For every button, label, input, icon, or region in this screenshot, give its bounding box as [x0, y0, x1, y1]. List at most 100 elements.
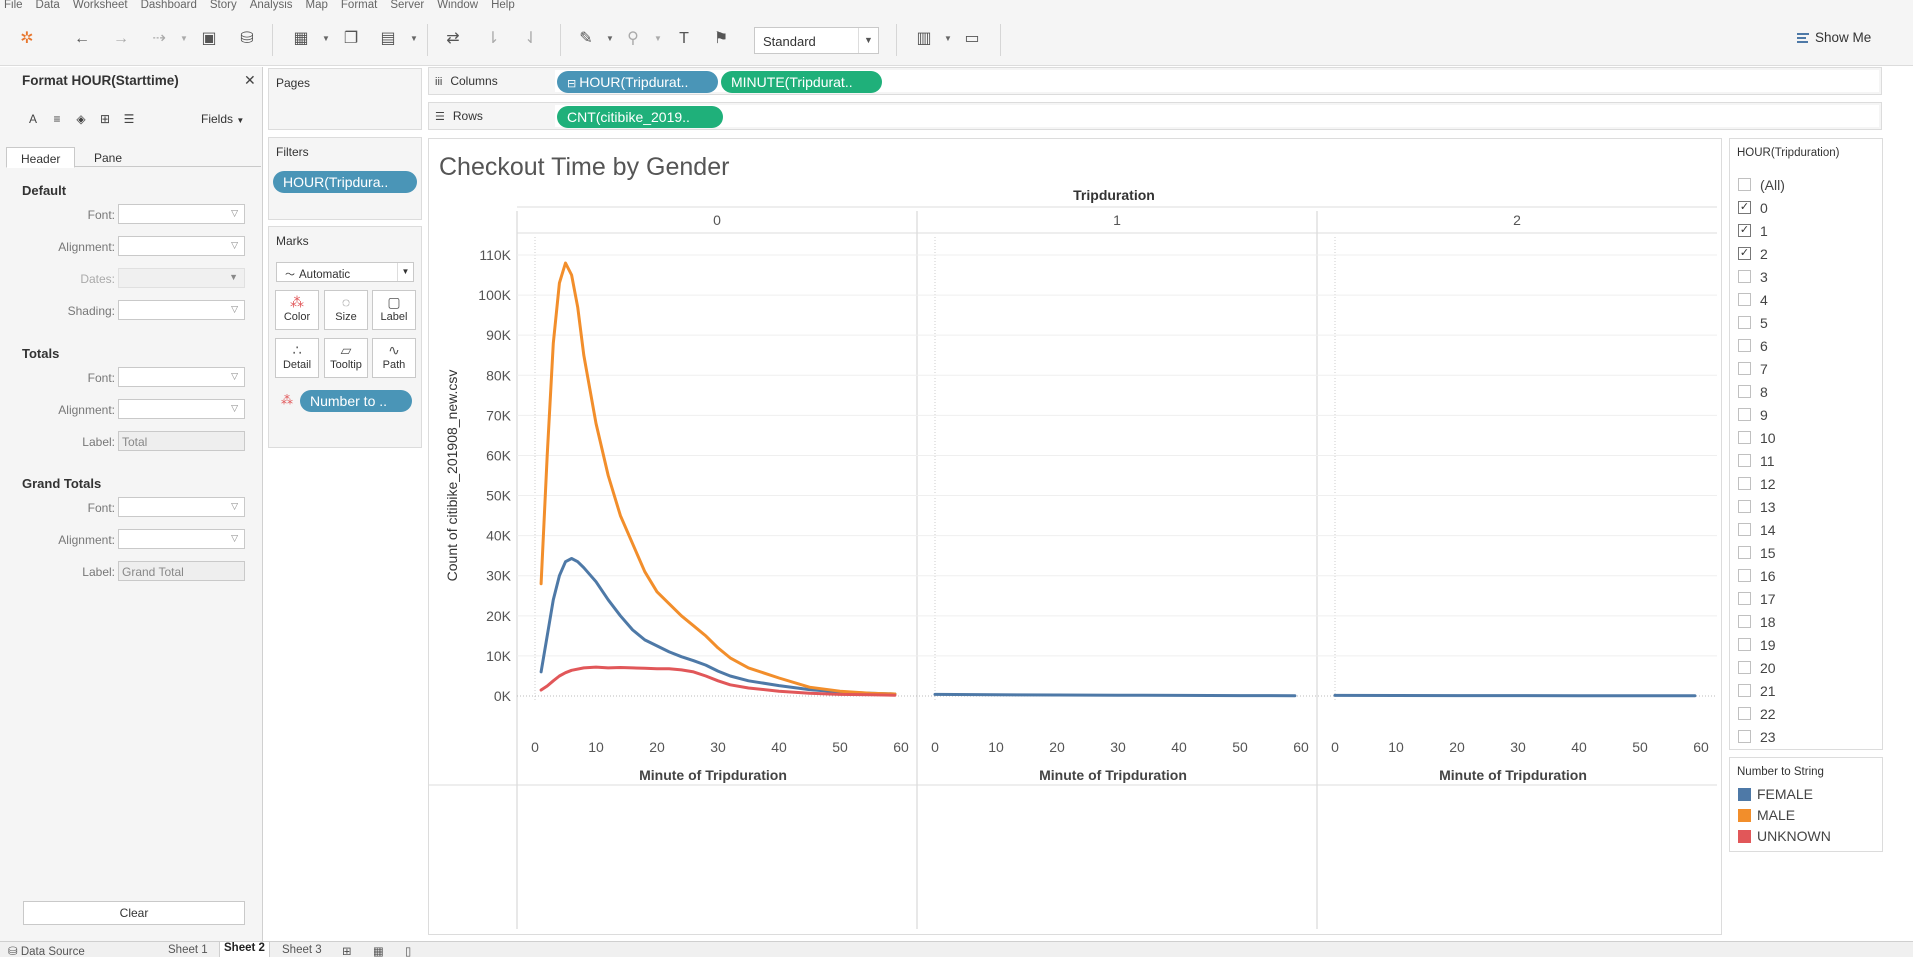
clear-button[interactable]: Clear	[23, 901, 245, 925]
hour-filter-item[interactable]: 18	[1738, 610, 1776, 633]
checkbox-icon[interactable]	[1738, 730, 1751, 743]
hour-filter-item[interactable]: (All)	[1738, 173, 1785, 196]
redo-icon[interactable]: →	[113, 30, 129, 47]
default-font-dropdown[interactable]: ▽	[118, 204, 245, 224]
checkbox-icon[interactable]	[1738, 661, 1751, 674]
alignment-format-icon[interactable]: ≡	[53, 112, 61, 126]
menu-item-help[interactable]: Help	[491, 0, 515, 11]
menu-item-story[interactable]: Story	[209, 0, 237, 11]
highlight-icon[interactable]: ✎	[579, 30, 593, 47]
legend-item[interactable]: MALE	[1738, 805, 1795, 825]
columns-pill-hour[interactable]: ⊟ HOUR(Tripdurat..	[557, 71, 718, 93]
checkbox-icon[interactable]	[1738, 385, 1751, 398]
menu-item-dashboard[interactable]: Dashboard	[140, 0, 197, 11]
legend-item[interactable]: FEMALE	[1738, 784, 1813, 804]
color-pill[interactable]: Number to ..	[300, 390, 412, 412]
checkbox-icon[interactable]	[1738, 293, 1751, 306]
group-members-icon[interactable]: ⚲	[627, 30, 639, 47]
default-shading-dropdown[interactable]: ▽	[118, 300, 245, 320]
hour-filter-item[interactable]: ✓ 2	[1738, 242, 1768, 265]
checkbox-icon[interactable]	[1738, 546, 1751, 559]
checkbox-icon[interactable]	[1738, 178, 1751, 191]
rows-shelf-body[interactable]: CNT(citibike_2019..	[555, 105, 1879, 128]
checkbox-icon[interactable]	[1738, 615, 1751, 628]
rows-pill-count[interactable]: CNT(citibike_2019..	[557, 106, 723, 128]
default-alignment-dropdown[interactable]: ▽	[118, 236, 245, 256]
label-mark-button[interactable]: ▢ Label	[372, 290, 416, 330]
menu-item-analysis[interactable]: Analysis	[249, 0, 293, 11]
hour-filter-item[interactable]: 14	[1738, 518, 1776, 541]
menu-item-data[interactable]: Data	[35, 0, 60, 11]
filters-card[interactable]: Filters HOUR(Tripdura..	[268, 137, 422, 220]
new-worksheet-icon[interactable]: ▦	[293, 30, 309, 47]
mark-type-dropdown[interactable]: 〜 Automatic ▼	[276, 262, 414, 282]
columns-pill-minute[interactable]: MINUTE(Tripdurat..	[721, 71, 882, 93]
hour-filter-item[interactable]: ✓ 1	[1738, 219, 1768, 242]
checkbox-icon[interactable]	[1738, 454, 1751, 467]
grand-totals-alignment-dropdown[interactable]: ▽	[118, 529, 245, 549]
path-mark-button[interactable]: ∿ Path	[372, 338, 416, 378]
show-cards-icon[interactable]: ▥	[916, 30, 932, 47]
new-story-tab-icon[interactable]: ▯	[405, 946, 412, 957]
hour-filter-item[interactable]: 15	[1738, 541, 1776, 564]
checkbox-icon[interactable]	[1738, 339, 1751, 352]
clear-sheet-icon[interactable]: ▤	[380, 30, 396, 47]
hour-filter-item[interactable]: 8	[1738, 380, 1768, 403]
tab-sheet-2[interactable]: Sheet 2	[219, 942, 270, 957]
hour-filter-item[interactable]: 22	[1738, 702, 1776, 725]
pages-card[interactable]: Pages	[268, 68, 422, 130]
rows-shelf[interactable]: ☰ Rows CNT(citibike_2019..	[428, 102, 1882, 130]
hour-filter-item[interactable]: 13	[1738, 495, 1776, 518]
checkbox-checked-icon[interactable]: ✓	[1738, 247, 1751, 260]
checkbox-icon[interactable]	[1738, 270, 1751, 283]
color-mark-button[interactable]: ⁂ Color	[275, 290, 319, 330]
hour-filter-item[interactable]: 19	[1738, 633, 1776, 656]
menu-item-format[interactable]: Format	[340, 0, 378, 11]
legend-item[interactable]: UNKNOWN	[1738, 826, 1831, 846]
swap-rows-columns-icon[interactable]: ⇄	[446, 30, 460, 47]
checkbox-icon[interactable]	[1738, 707, 1751, 720]
lines-format-icon[interactable]: ☰	[123, 112, 135, 126]
close-icon[interactable]: ✕	[244, 72, 256, 88]
checkbox-icon[interactable]	[1738, 684, 1751, 697]
checkbox-icon[interactable]	[1738, 500, 1751, 513]
highlight-dropdown-icon[interactable]: ▼	[606, 34, 614, 43]
grand-totals-label-field[interactable]: Grand Total	[118, 561, 245, 581]
tab-header[interactable]: Header	[6, 147, 76, 168]
menu-item-map[interactable]: Map	[305, 0, 328, 11]
sort-ascending-icon[interactable]: ⇂	[486, 30, 500, 47]
show-me-button[interactable]: Show Me	[1797, 30, 1871, 45]
new-dashboard-tab-icon[interactable]: ▦	[373, 946, 384, 957]
hour-filter-item[interactable]: 3	[1738, 265, 1768, 288]
grand-totals-font-dropdown[interactable]: ▽	[118, 497, 245, 517]
detail-mark-button[interactable]: ∴ Detail	[275, 338, 319, 378]
columns-shelf-body[interactable]: ⊟ HOUR(Tripdurat.. MINUTE(Tripdurat..	[555, 70, 1879, 93]
new-data-source-icon[interactable]: ⛁	[240, 30, 254, 47]
hour-filter-item[interactable]: 20	[1738, 656, 1776, 679]
hour-filter-item[interactable]: 5	[1738, 311, 1768, 334]
group-dropdown-icon[interactable]: ▼	[654, 34, 662, 43]
new-worksheet-dropdown-icon[interactable]: ▼	[322, 34, 330, 43]
show-mark-labels-icon[interactable]: T	[679, 30, 689, 47]
tooltip-mark-button[interactable]: ▱ Tooltip	[324, 338, 368, 378]
menu-item-file[interactable]: File	[4, 0, 23, 11]
filter-pill[interactable]: HOUR(Tripdura..	[273, 171, 417, 193]
menu-item-window[interactable]: Window	[437, 0, 479, 11]
menu-item-server[interactable]: Server	[390, 0, 425, 11]
tab-pane[interactable]: Pane	[94, 151, 123, 165]
hour-filter-item[interactable]: 7	[1738, 357, 1768, 380]
shading-format-icon[interactable]: ◈	[76, 112, 86, 126]
font-format-icon[interactable]: A	[28, 112, 37, 126]
hour-filter-item[interactable]: 23	[1738, 725, 1776, 748]
sort-descending-icon[interactable]: ⇃	[524, 30, 538, 47]
replay-icon[interactable]: ⇢	[152, 30, 166, 47]
hour-filter-item[interactable]: 11	[1738, 449, 1775, 472]
hour-filter-item[interactable]: 9	[1738, 403, 1768, 426]
totals-alignment-dropdown[interactable]: ▽	[118, 399, 245, 419]
hour-filter-item[interactable]: 21	[1738, 679, 1776, 702]
checkbox-icon[interactable]	[1738, 569, 1751, 582]
tab-sheet-1[interactable]: Sheet 1	[168, 944, 208, 956]
fit-select[interactable]: Standard ▼	[754, 27, 879, 54]
hour-filter-item[interactable]: 6	[1738, 334, 1768, 357]
